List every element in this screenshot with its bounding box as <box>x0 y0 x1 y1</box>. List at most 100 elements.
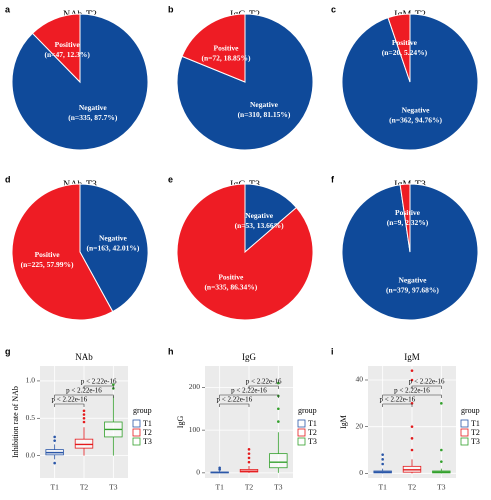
panel-label: b <box>168 4 174 14</box>
y-axis-label: Inhibition rate of NAb <box>11 386 20 458</box>
legend-key <box>297 437 306 446</box>
p-value: p < 2.22e-16 <box>409 378 445 386</box>
slice-category: Negative <box>402 105 431 114</box>
outlier <box>247 456 251 460</box>
pie-slice <box>176 183 314 321</box>
x-tick-label: T1 <box>215 483 224 492</box>
x-tick-label: T3 <box>437 483 446 492</box>
pie-slice <box>11 13 149 151</box>
y-tick-label: 0.0 <box>26 450 36 459</box>
box <box>269 453 288 469</box>
slice-label: (n=9, 2.32%) <box>387 218 429 227</box>
pie-slice <box>11 183 114 321</box>
bracket <box>411 385 442 389</box>
panel-label: d <box>5 174 11 184</box>
outlier <box>410 448 414 452</box>
slice-category: Positive <box>392 38 418 47</box>
legend-key <box>460 419 469 428</box>
panel-label: i <box>331 346 334 356</box>
y-tick-label: 0.5 <box>26 413 36 422</box>
bracket <box>248 385 279 389</box>
slice-label: (n=72, 18.85%) <box>201 54 251 63</box>
pie-slice <box>31 13 81 84</box>
outlier <box>218 466 221 470</box>
y-tick-label: 0 <box>196 468 200 477</box>
y-axis-label: IgG <box>176 416 185 429</box>
outlier <box>82 413 86 416</box>
x-tick-label: T1 <box>378 483 387 492</box>
slice-label: (n=335, 86.34%) <box>204 283 257 292</box>
pie-slice <box>181 13 246 83</box>
pie-slice <box>244 183 298 254</box>
slice-label: (n=225, 57.99%) <box>21 260 74 269</box>
p-value: p < 2.22e-16 <box>81 378 117 386</box>
outlier <box>82 409 86 413</box>
slice-category: Positive <box>35 250 61 259</box>
panel-label: f <box>331 174 335 184</box>
outlier <box>381 458 384 461</box>
slice-category: Negative <box>245 211 274 220</box>
plot-title: NAb <box>75 352 93 362</box>
bracket <box>54 403 85 407</box>
legend-key <box>132 419 141 428</box>
legend-title: group <box>298 406 317 415</box>
x-tick-label: T2 <box>80 483 89 492</box>
legend-title: group <box>461 406 480 415</box>
slice-category: Negative <box>99 233 128 242</box>
legend-key <box>132 437 141 446</box>
legend-key <box>132 428 141 437</box>
outlier <box>277 407 280 411</box>
panel-label: e <box>168 174 173 184</box>
legend-label: T1 <box>471 419 480 428</box>
p-value: p < 2.22e-16 <box>380 396 416 404</box>
slice-label: (n=53, 13.66%) <box>235 221 285 230</box>
x-tick-label: T3 <box>109 483 118 492</box>
outlier <box>82 420 86 424</box>
outlier <box>410 425 414 428</box>
panel-label: g <box>5 346 11 356</box>
y-tick-label: 200 <box>189 382 201 391</box>
outlier <box>247 460 251 464</box>
p-value: p < 2.22e-16 <box>66 387 102 395</box>
outlier <box>440 448 443 452</box>
slice-category: Positive <box>218 273 244 282</box>
legend-key <box>297 419 306 428</box>
outlier <box>381 453 384 456</box>
y-tick-label: 40 <box>356 375 364 384</box>
p-value: p < 2.22e-16 <box>217 396 253 404</box>
outlier <box>53 461 56 465</box>
slice-label: (n=335, 87.7%) <box>68 113 118 122</box>
x-tick-label: T2 <box>408 483 417 492</box>
y-axis-label: IgM <box>339 415 348 429</box>
slice-label: (n=362, 94.76%) <box>389 115 442 124</box>
outlier <box>112 383 115 386</box>
outlier <box>277 420 280 423</box>
bracket <box>382 394 442 398</box>
outlier <box>410 369 414 372</box>
slice-category: Negative <box>250 100 279 109</box>
legend-title: group <box>133 406 152 415</box>
outlier <box>410 437 414 440</box>
p-value: p < 2.22e-16 <box>231 387 267 395</box>
bracket <box>54 394 114 398</box>
outlier <box>247 452 251 455</box>
outlier <box>410 378 414 382</box>
bracket <box>219 394 279 398</box>
pie-slice <box>399 183 411 253</box>
outlier <box>53 439 56 442</box>
slice-category: Positive <box>55 40 81 49</box>
p-value: p < 2.22e-16 <box>246 378 282 386</box>
y-tick-label: 100 <box>189 425 201 434</box>
slice-label: (n=379, 97.68%) <box>386 286 439 295</box>
legend-key <box>460 437 469 446</box>
panel-label: a <box>5 4 11 14</box>
slice-label: (n=20, 5.24%) <box>382 48 428 57</box>
box <box>74 438 94 449</box>
legend-label: T3 <box>471 437 480 446</box>
slice-category: Positive <box>395 208 421 217</box>
slice-label: (n=47, 12.3%) <box>45 50 91 59</box>
x-tick-label: T2 <box>245 483 254 492</box>
outlier <box>277 381 280 385</box>
x-tick-label: T3 <box>274 483 283 492</box>
panel-label: c <box>331 4 336 14</box>
